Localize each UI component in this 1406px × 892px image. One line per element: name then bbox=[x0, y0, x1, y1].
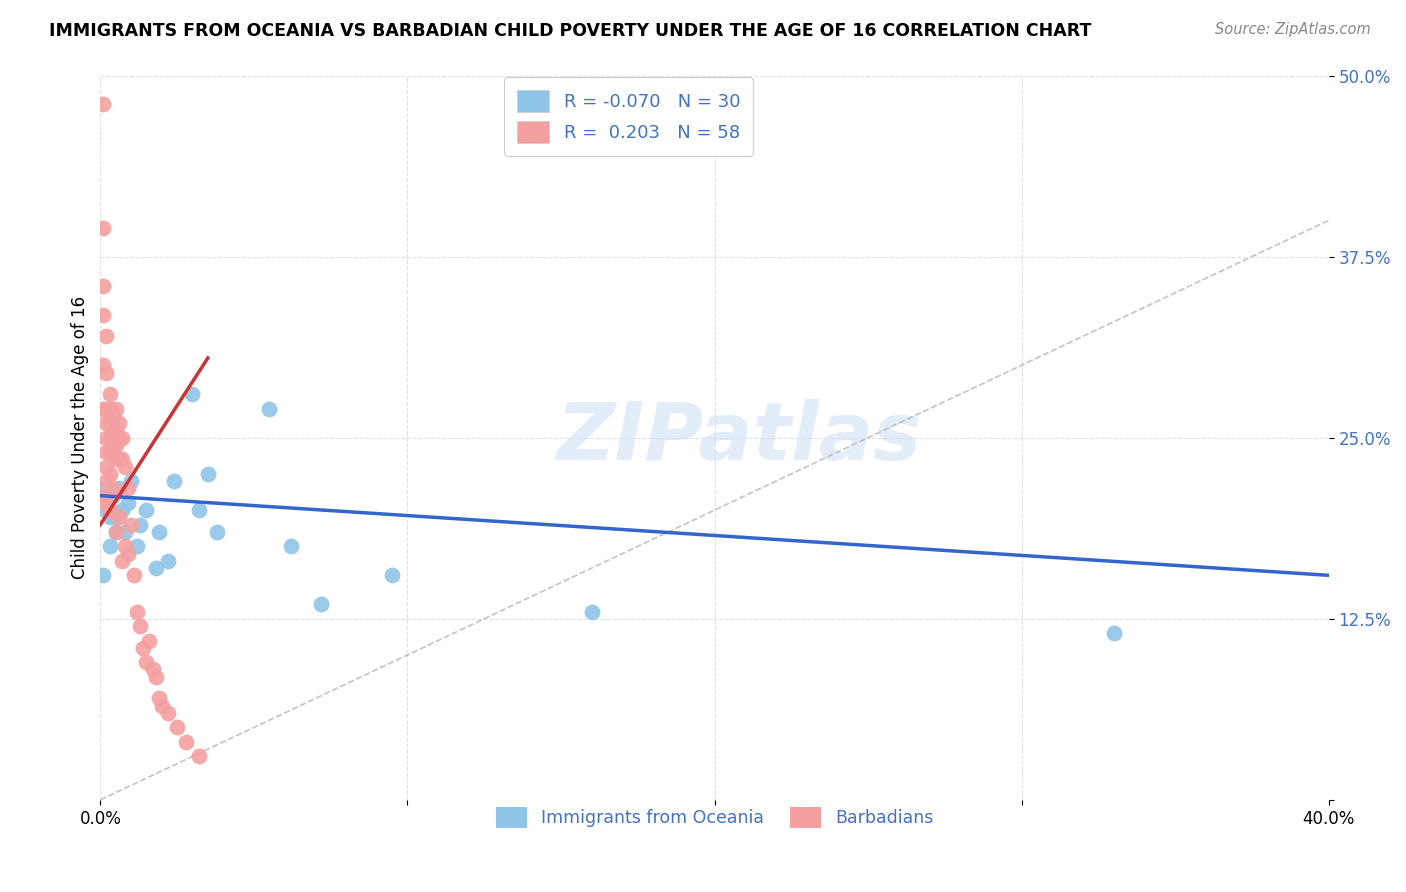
Legend: Immigrants from Oceania, Barbadians: Immigrants from Oceania, Barbadians bbox=[489, 799, 941, 835]
Point bbox=[104, 452, 127, 467]
Point bbox=[104, 524, 127, 539]
Point bbox=[98, 539, 121, 553]
Point bbox=[96, 366, 118, 380]
Point bbox=[93, 358, 115, 372]
Point bbox=[96, 459, 118, 474]
Text: ZIPatlas: ZIPatlas bbox=[557, 399, 921, 476]
Point bbox=[117, 482, 139, 496]
Point bbox=[127, 605, 149, 619]
Point bbox=[257, 401, 280, 416]
Point bbox=[166, 721, 188, 735]
Point bbox=[122, 568, 145, 582]
Point bbox=[117, 496, 139, 510]
Point bbox=[101, 409, 124, 423]
Point bbox=[96, 474, 118, 488]
Point bbox=[93, 278, 115, 293]
Point bbox=[187, 749, 209, 764]
Point bbox=[129, 619, 152, 633]
Point bbox=[96, 431, 118, 445]
Point bbox=[104, 438, 127, 452]
Point bbox=[156, 706, 179, 720]
Point bbox=[98, 445, 121, 459]
Point bbox=[145, 561, 167, 575]
Point bbox=[176, 735, 198, 749]
Point bbox=[114, 459, 136, 474]
Point bbox=[98, 510, 121, 524]
Point bbox=[107, 452, 129, 467]
Point bbox=[142, 663, 165, 677]
Point bbox=[104, 401, 127, 416]
Point bbox=[101, 424, 124, 438]
Point bbox=[96, 503, 118, 517]
Point bbox=[205, 524, 228, 539]
Point bbox=[135, 655, 157, 669]
Point bbox=[181, 387, 204, 401]
Point bbox=[280, 539, 302, 553]
Point bbox=[96, 416, 118, 430]
Point bbox=[96, 445, 118, 459]
Point bbox=[120, 517, 142, 532]
Point bbox=[145, 670, 167, 684]
Point bbox=[156, 554, 179, 568]
Point bbox=[138, 633, 160, 648]
Point bbox=[132, 640, 155, 655]
Point bbox=[148, 691, 170, 706]
Point bbox=[120, 474, 142, 488]
Point bbox=[111, 431, 134, 445]
Point bbox=[93, 97, 115, 112]
Point bbox=[107, 482, 129, 496]
Text: IMMIGRANTS FROM OCEANIA VS BARBADIAN CHILD POVERTY UNDER THE AGE OF 16 CORRELATI: IMMIGRANTS FROM OCEANIA VS BARBADIAN CHI… bbox=[49, 22, 1091, 40]
Point bbox=[98, 467, 121, 481]
Point bbox=[148, 524, 170, 539]
Point bbox=[187, 503, 209, 517]
Point bbox=[96, 329, 118, 343]
Point bbox=[96, 401, 118, 416]
Point bbox=[150, 698, 173, 713]
Point bbox=[197, 467, 219, 481]
Y-axis label: Child Poverty Under the Age of 16: Child Poverty Under the Age of 16 bbox=[72, 296, 89, 579]
Point bbox=[98, 401, 121, 416]
Point bbox=[163, 474, 186, 488]
Point bbox=[104, 524, 127, 539]
Point bbox=[111, 452, 134, 467]
Point bbox=[1102, 626, 1125, 640]
Point bbox=[96, 496, 118, 510]
Point bbox=[98, 387, 121, 401]
Point bbox=[101, 438, 124, 452]
Point bbox=[98, 416, 121, 430]
Point bbox=[107, 416, 129, 430]
Point bbox=[111, 503, 134, 517]
Point bbox=[107, 510, 129, 524]
Point bbox=[381, 568, 404, 582]
Point bbox=[93, 308, 115, 322]
Point bbox=[311, 597, 333, 611]
Point bbox=[93, 568, 115, 582]
Point bbox=[93, 401, 115, 416]
Point bbox=[117, 547, 139, 561]
Point bbox=[96, 482, 118, 496]
Point bbox=[135, 503, 157, 517]
Point bbox=[107, 431, 129, 445]
Text: Source: ZipAtlas.com: Source: ZipAtlas.com bbox=[1215, 22, 1371, 37]
Point bbox=[104, 424, 127, 438]
Point bbox=[98, 503, 121, 517]
Point bbox=[129, 517, 152, 532]
Point bbox=[114, 524, 136, 539]
Point bbox=[127, 539, 149, 553]
Point bbox=[111, 554, 134, 568]
Point bbox=[93, 489, 115, 503]
Point bbox=[101, 482, 124, 496]
Point bbox=[93, 220, 115, 235]
Point bbox=[98, 431, 121, 445]
Point bbox=[581, 605, 603, 619]
Point bbox=[101, 489, 124, 503]
Point bbox=[114, 539, 136, 553]
Point bbox=[104, 510, 127, 524]
